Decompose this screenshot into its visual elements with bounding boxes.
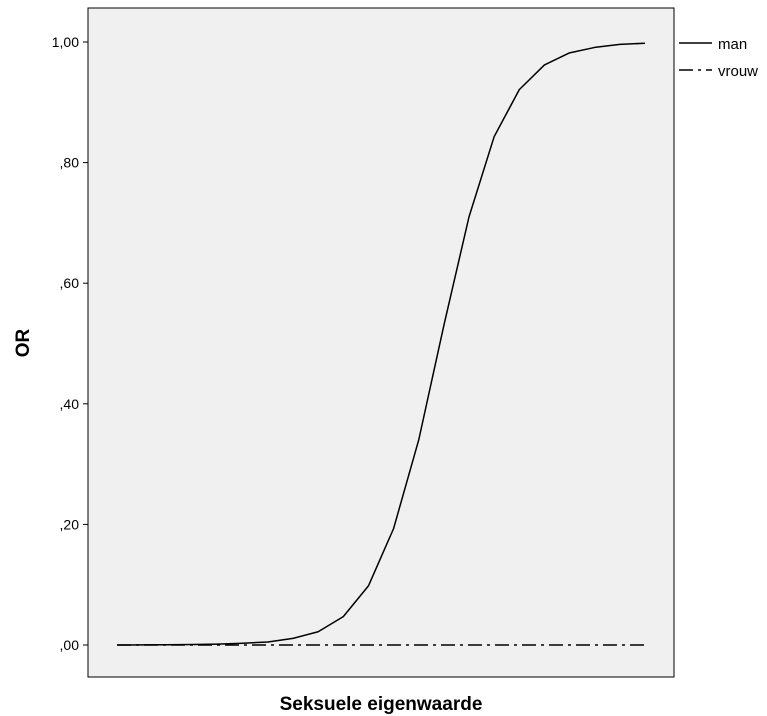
legend: man vrouw xyxy=(679,36,758,80)
y-tick-label: ,40 xyxy=(60,396,80,412)
legend-label-vrouw: vrouw xyxy=(718,63,758,80)
y-tick-label: ,80 xyxy=(60,155,80,171)
y-axis: ,00 ,20 ,40 ,60 ,80 1,00 xyxy=(52,34,88,653)
plot-area xyxy=(87,7,675,678)
x-axis-title: Seksuele eigenwaarde xyxy=(280,694,483,715)
y-axis-title: OR xyxy=(13,328,34,357)
series-layer xyxy=(116,42,646,646)
y-tick-label: 1,00 xyxy=(52,34,79,50)
legend-label-man: man xyxy=(718,36,747,53)
y-tick-label: ,60 xyxy=(60,275,80,291)
y-tick-label: ,00 xyxy=(60,637,80,653)
y-tick-label: ,20 xyxy=(60,516,80,532)
